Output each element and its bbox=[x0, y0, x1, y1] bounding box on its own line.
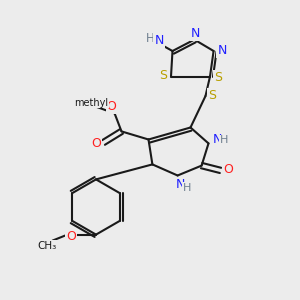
Text: S: S bbox=[208, 89, 216, 102]
Text: N: N bbox=[191, 27, 201, 40]
Text: H: H bbox=[146, 32, 155, 46]
Text: O: O bbox=[91, 136, 101, 150]
Text: S: S bbox=[160, 69, 167, 82]
Text: H: H bbox=[220, 135, 228, 146]
Text: O: O bbox=[223, 163, 233, 176]
Text: S: S bbox=[214, 70, 222, 84]
Text: methyl: methyl bbox=[81, 103, 86, 105]
Text: N: N bbox=[176, 178, 185, 191]
Text: N: N bbox=[154, 34, 164, 47]
Text: O: O bbox=[66, 230, 76, 243]
Text: O: O bbox=[107, 100, 116, 113]
Text: methyl: methyl bbox=[88, 101, 93, 102]
Text: N: N bbox=[217, 44, 227, 57]
Text: N: N bbox=[213, 133, 222, 146]
Text: methyl: methyl bbox=[74, 98, 109, 108]
Text: H: H bbox=[183, 183, 191, 193]
Text: CH₃: CH₃ bbox=[38, 241, 57, 251]
